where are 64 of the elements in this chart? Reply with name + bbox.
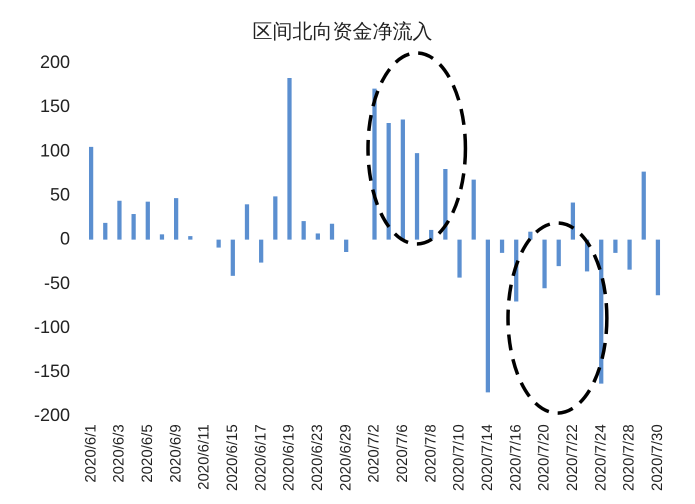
bar [330, 224, 334, 240]
bar [486, 240, 490, 392]
bar [316, 233, 320, 240]
x-tick-label: 2020/7/22 [564, 424, 582, 492]
x-tick-label: 2020/6/9 [167, 424, 184, 483]
bar [400, 120, 405, 240]
bar [273, 196, 278, 240]
bar [230, 240, 235, 276]
bar [542, 240, 547, 288]
y-tick-label: -200 [34, 405, 70, 426]
bar [556, 240, 561, 266]
bar [287, 78, 292, 240]
bar [117, 200, 122, 240]
x-tick-label: 2020/7/20 [536, 424, 553, 492]
x-tick-label: 2020/6/19 [280, 424, 298, 492]
x-tick-label: 2020/6/17 [252, 424, 270, 492]
bar [500, 240, 504, 253]
bar [244, 204, 250, 240]
bar [146, 202, 150, 240]
bar [443, 168, 448, 240]
x-tick-label: 2020/7/14 [479, 424, 496, 492]
bar [472, 180, 476, 240]
bar [627, 240, 632, 270]
y-tick-label: -150 [34, 361, 70, 382]
x-tick-label: 2020/6/1 [82, 424, 100, 483]
y-tick-label: 200 [40, 52, 70, 72]
x-tick-label: 2020/7/28 [620, 424, 638, 492]
x-tick-label: 2020/6/5 [138, 424, 156, 483]
bar [414, 153, 420, 240]
chart-title: 区间北向资金净流入 [252, 19, 432, 44]
bar [599, 240, 604, 384]
bar [88, 146, 94, 240]
bar [216, 240, 221, 248]
x-tick-label: 2020/7/8 [422, 424, 440, 483]
y-tick-label: 0 [60, 228, 70, 249]
bar [174, 198, 178, 240]
bar [103, 222, 108, 240]
x-tick-label: 2020/6/11 [196, 424, 213, 490]
bar [457, 240, 462, 278]
x-tick-label: 2020/6/29 [337, 424, 354, 492]
bar [302, 221, 306, 240]
y-tick-label: -100 [34, 316, 70, 337]
bar [131, 214, 136, 240]
y-tick-label: 100 [40, 140, 70, 160]
x-tick-label: 2020/6/23 [308, 424, 326, 492]
bar [386, 123, 391, 240]
x-tick-label: 2020/6/15 [224, 424, 241, 492]
y-tick-label: 50 [50, 184, 70, 204]
y-tick-label: -50 [44, 272, 70, 293]
x-tick-label: 2020/7/30 [649, 424, 666, 492]
bar [642, 172, 646, 240]
x-tick-label: 2020/7/2 [366, 424, 383, 483]
x-tick-label: 2020/7/24 [592, 424, 610, 492]
bar [613, 240, 618, 253]
bar [188, 236, 192, 240]
x-tick-label: 2020/6/3 [110, 424, 128, 483]
bar [259, 240, 264, 263]
bar [429, 230, 434, 240]
x-tick-label: 2020/7/16 [507, 424, 524, 492]
bar [344, 240, 348, 252]
bar [656, 240, 660, 296]
x-tick-label: 2020/7/10 [450, 424, 468, 492]
y-tick-label: 150 [40, 96, 70, 116]
x-tick-label: 2020/7/6 [394, 424, 411, 483]
